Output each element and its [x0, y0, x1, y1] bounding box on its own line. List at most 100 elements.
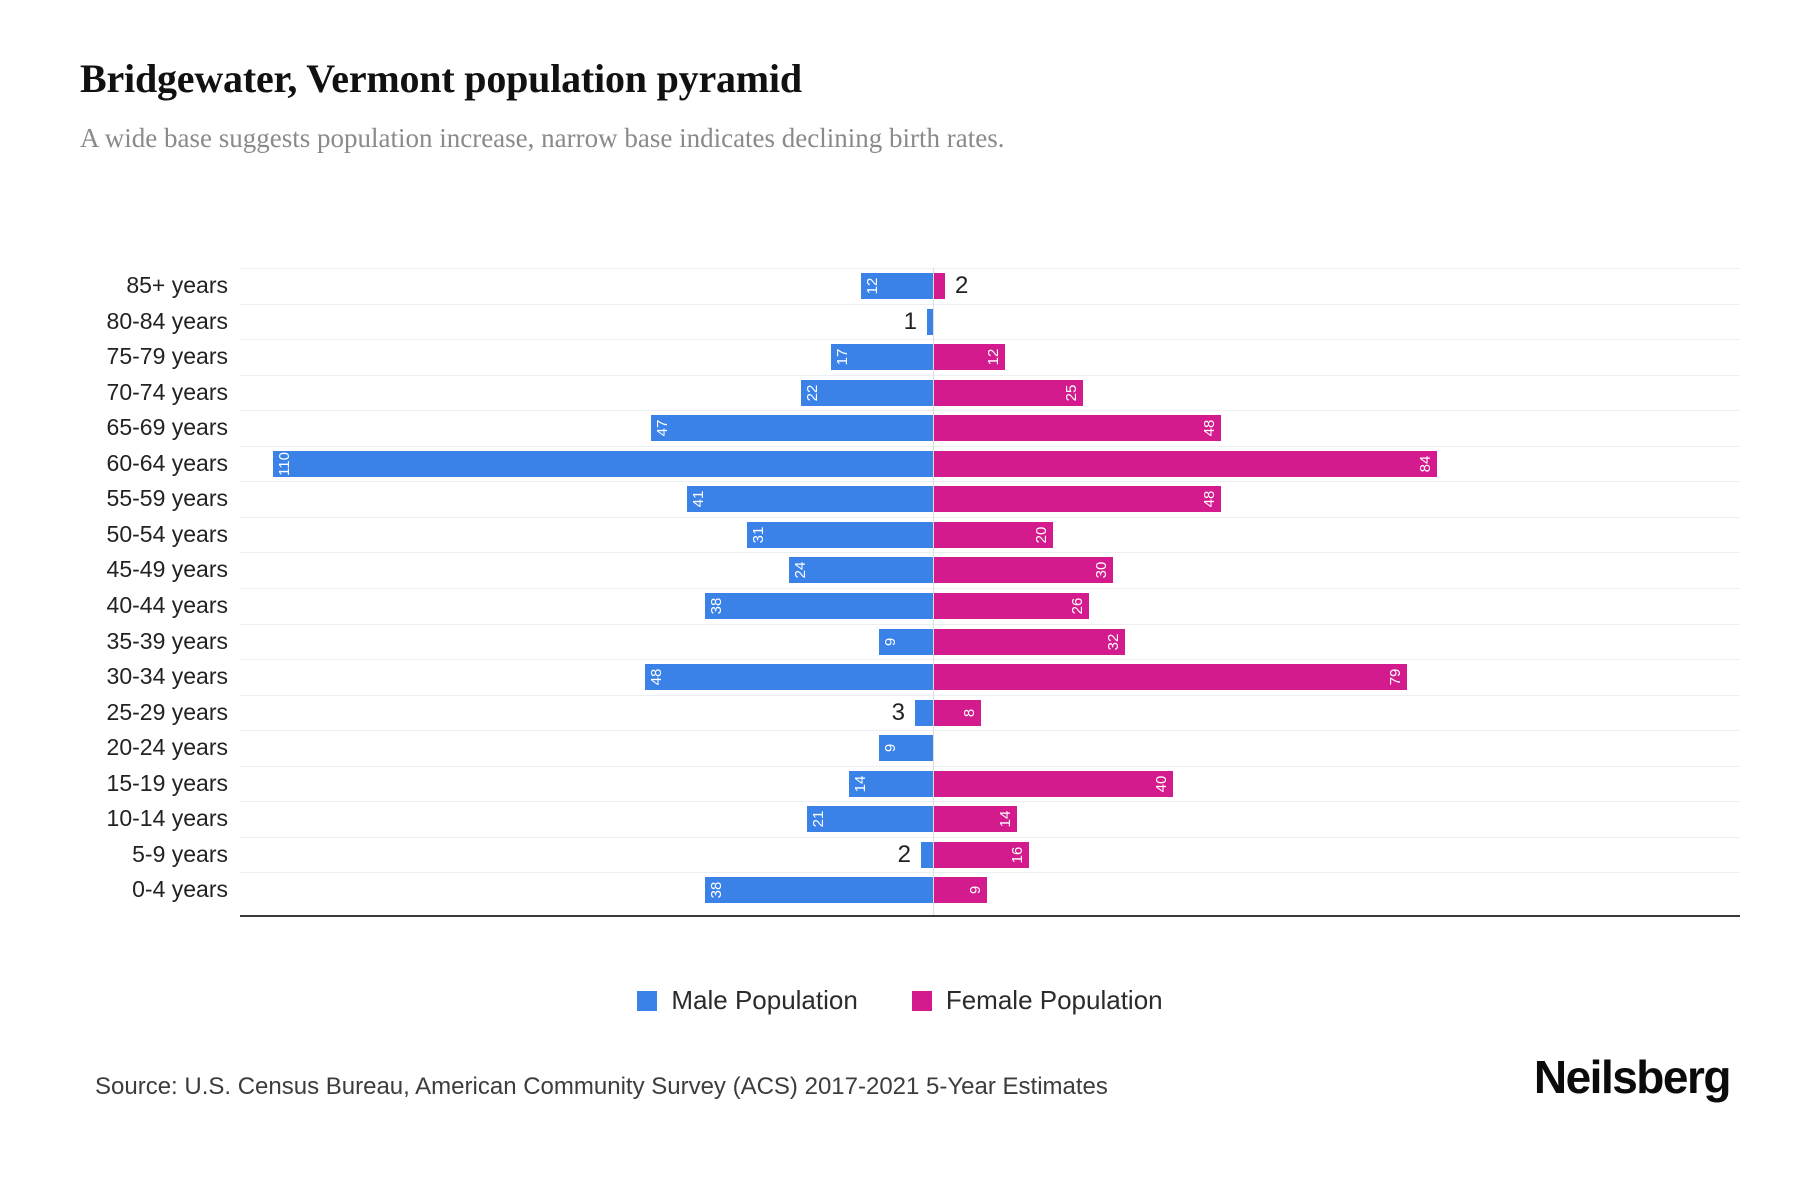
male-bar[interactable]: 31 — [747, 521, 933, 548]
male-bar[interactable]: 22 — [801, 379, 933, 406]
y-axis-tick-label: 0-4 years — [132, 876, 228, 903]
female-bar[interactable]: 20 — [933, 521, 1053, 548]
male-bar[interactable]: 38 — [705, 592, 933, 619]
gridline — [240, 303, 1740, 305]
female-bar[interactable]: 25 — [933, 379, 1083, 406]
pyramid-row: 5-9 years 2 16 — [132, 836, 1740, 873]
male-bar[interactable]: 48 — [645, 664, 933, 691]
male-bar-value-label: 22 — [804, 384, 821, 401]
legend-label-female: Female Population — [945, 985, 1163, 1015]
female-bar-value-label: 2 — [955, 272, 969, 299]
female-bar[interactable]: 48 — [933, 415, 1221, 442]
male-bar-value-label: 110 — [276, 451, 293, 476]
y-axis-tick-label: 5-9 years — [132, 840, 228, 867]
female-bar-value-label: 25 — [1063, 384, 1080, 401]
female-bar-value-label: 30 — [1093, 562, 1110, 579]
female-bar[interactable]: 30 — [933, 557, 1113, 584]
gridline — [240, 374, 1740, 376]
male-bar-value-label: 2 — [897, 840, 911, 868]
female-bar[interactable]: 14 — [933, 806, 1017, 833]
male-bar-value-label: 24 — [792, 562, 809, 579]
female-bar-value-label: 84 — [1417, 455, 1434, 473]
male-bar[interactable]: 17 — [831, 344, 933, 371]
female-bar-value-label: 32 — [1105, 633, 1122, 650]
pyramid-row: 10-14 years 21 14 — [107, 801, 1740, 837]
legend-item-male[interactable]: Male Population — [637, 985, 858, 1016]
male-bar[interactable]: 38 — [705, 877, 933, 904]
y-axis-tick-label: 35-39 years — [106, 627, 228, 654]
y-axis-tick-label: 45-49 years — [106, 556, 228, 583]
female-bar-value-label: 40 — [1153, 775, 1170, 793]
male-bar[interactable]: 21 — [807, 806, 933, 833]
gridline — [240, 765, 1740, 767]
female-bar-value-label: 14 — [997, 810, 1014, 828]
female-color-swatch-icon — [911, 990, 932, 1011]
gridline — [240, 801, 1740, 803]
male-bar[interactable] — [915, 699, 933, 726]
male-bar-value-label: 17 — [834, 348, 851, 366]
male-bar-value-label: 1 — [903, 307, 917, 335]
gridline — [240, 730, 1740, 732]
gridline — [240, 552, 1740, 554]
male-bar[interactable]: 47 — [651, 415, 933, 442]
male-bar-value-label: 9 — [882, 743, 899, 753]
y-axis-tick-label: 55-59 years — [106, 485, 228, 512]
page-title: Bridgewater, Vermont population pyramid — [80, 56, 802, 101]
male-bar[interactable]: 41 — [687, 486, 933, 513]
female-bar[interactable] — [933, 273, 945, 299]
female-bar-value-label: 79 — [1387, 668, 1404, 686]
pyramid-row: 70-74 years 22 25 — [107, 374, 1740, 411]
pyramid-row: 15-19 years 14 40 — [107, 765, 1740, 802]
chart-legend: Male Population Female Population — [0, 985, 1800, 1016]
y-axis-tick-label: 70-74 years — [106, 378, 228, 405]
pyramid-row: 65-69 years 47 48 — [107, 410, 1740, 446]
legend-item-female[interactable]: Female Population — [911, 985, 1163, 1016]
y-axis-tick-label: 75-79 years — [106, 343, 228, 370]
female-bar[interactable]: 9 — [933, 877, 987, 904]
male-bar-value-label: 38 — [708, 882, 725, 899]
female-bar[interactable]: 84 — [933, 450, 1437, 477]
male-bar-value-label: 31 — [750, 526, 767, 544]
female-bar-value-label: 8 — [961, 708, 978, 717]
female-bar[interactable]: 48 — [933, 486, 1221, 513]
female-bar[interactable]: 12 — [933, 344, 1005, 371]
male-bar-value-label: 12 — [864, 277, 881, 295]
male-bar-value-label: 38 — [708, 597, 725, 615]
pyramid-row: 80-84 years 1 — [107, 303, 1740, 340]
male-bar-value-label: 14 — [852, 775, 869, 793]
female-bar[interactable]: 16 — [933, 841, 1029, 868]
male-bar[interactable]: 9 — [879, 735, 933, 762]
male-bar[interactable]: 24 — [789, 557, 933, 584]
male-bar[interactable] — [927, 308, 933, 335]
gridline — [240, 339, 1740, 341]
female-bar[interactable]: 40 — [933, 770, 1173, 797]
gridline — [240, 481, 1740, 483]
pyramid-row: 45-49 years 24 30 — [107, 552, 1740, 588]
pyramid-row: 30-34 years 48 79 — [107, 659, 1740, 695]
female-bar[interactable]: 26 — [933, 592, 1089, 619]
female-bar[interactable]: 79 — [933, 664, 1407, 691]
y-axis-tick-label: 80-84 years — [106, 307, 228, 334]
y-axis-tick-label: 50-54 years — [106, 520, 228, 547]
pyramid-row: 35-39 years 9 32 — [107, 623, 1740, 660]
male-bar[interactable] — [921, 841, 933, 868]
male-bar[interactable]: 9 — [879, 628, 933, 655]
pyramid-row: 0-4 years 38 9 — [132, 872, 1740, 908]
y-axis-tick-label: 85+ years — [126, 272, 228, 298]
male-bar[interactable]: 110 — [273, 450, 933, 477]
gridline — [240, 410, 1740, 412]
female-bar[interactable]: 32 — [933, 628, 1125, 655]
y-axis-tick-label: 25-29 years — [106, 698, 228, 725]
male-bar-value-label: 21 — [810, 810, 827, 828]
male-bar[interactable]: 12 — [861, 273, 933, 299]
male-bar[interactable]: 14 — [849, 770, 933, 797]
pyramid-row: 85+ years 12 2 — [126, 268, 1740, 304]
gridline — [240, 623, 1740, 625]
gridline — [240, 268, 1740, 269]
source-note: Source: U.S. Census Bureau, American Com… — [95, 1073, 1108, 1100]
gridline — [240, 694, 1740, 696]
female-bar[interactable]: 8 — [933, 699, 981, 726]
gridline — [240, 836, 1740, 838]
female-bar-value-label: 20 — [1033, 526, 1050, 544]
